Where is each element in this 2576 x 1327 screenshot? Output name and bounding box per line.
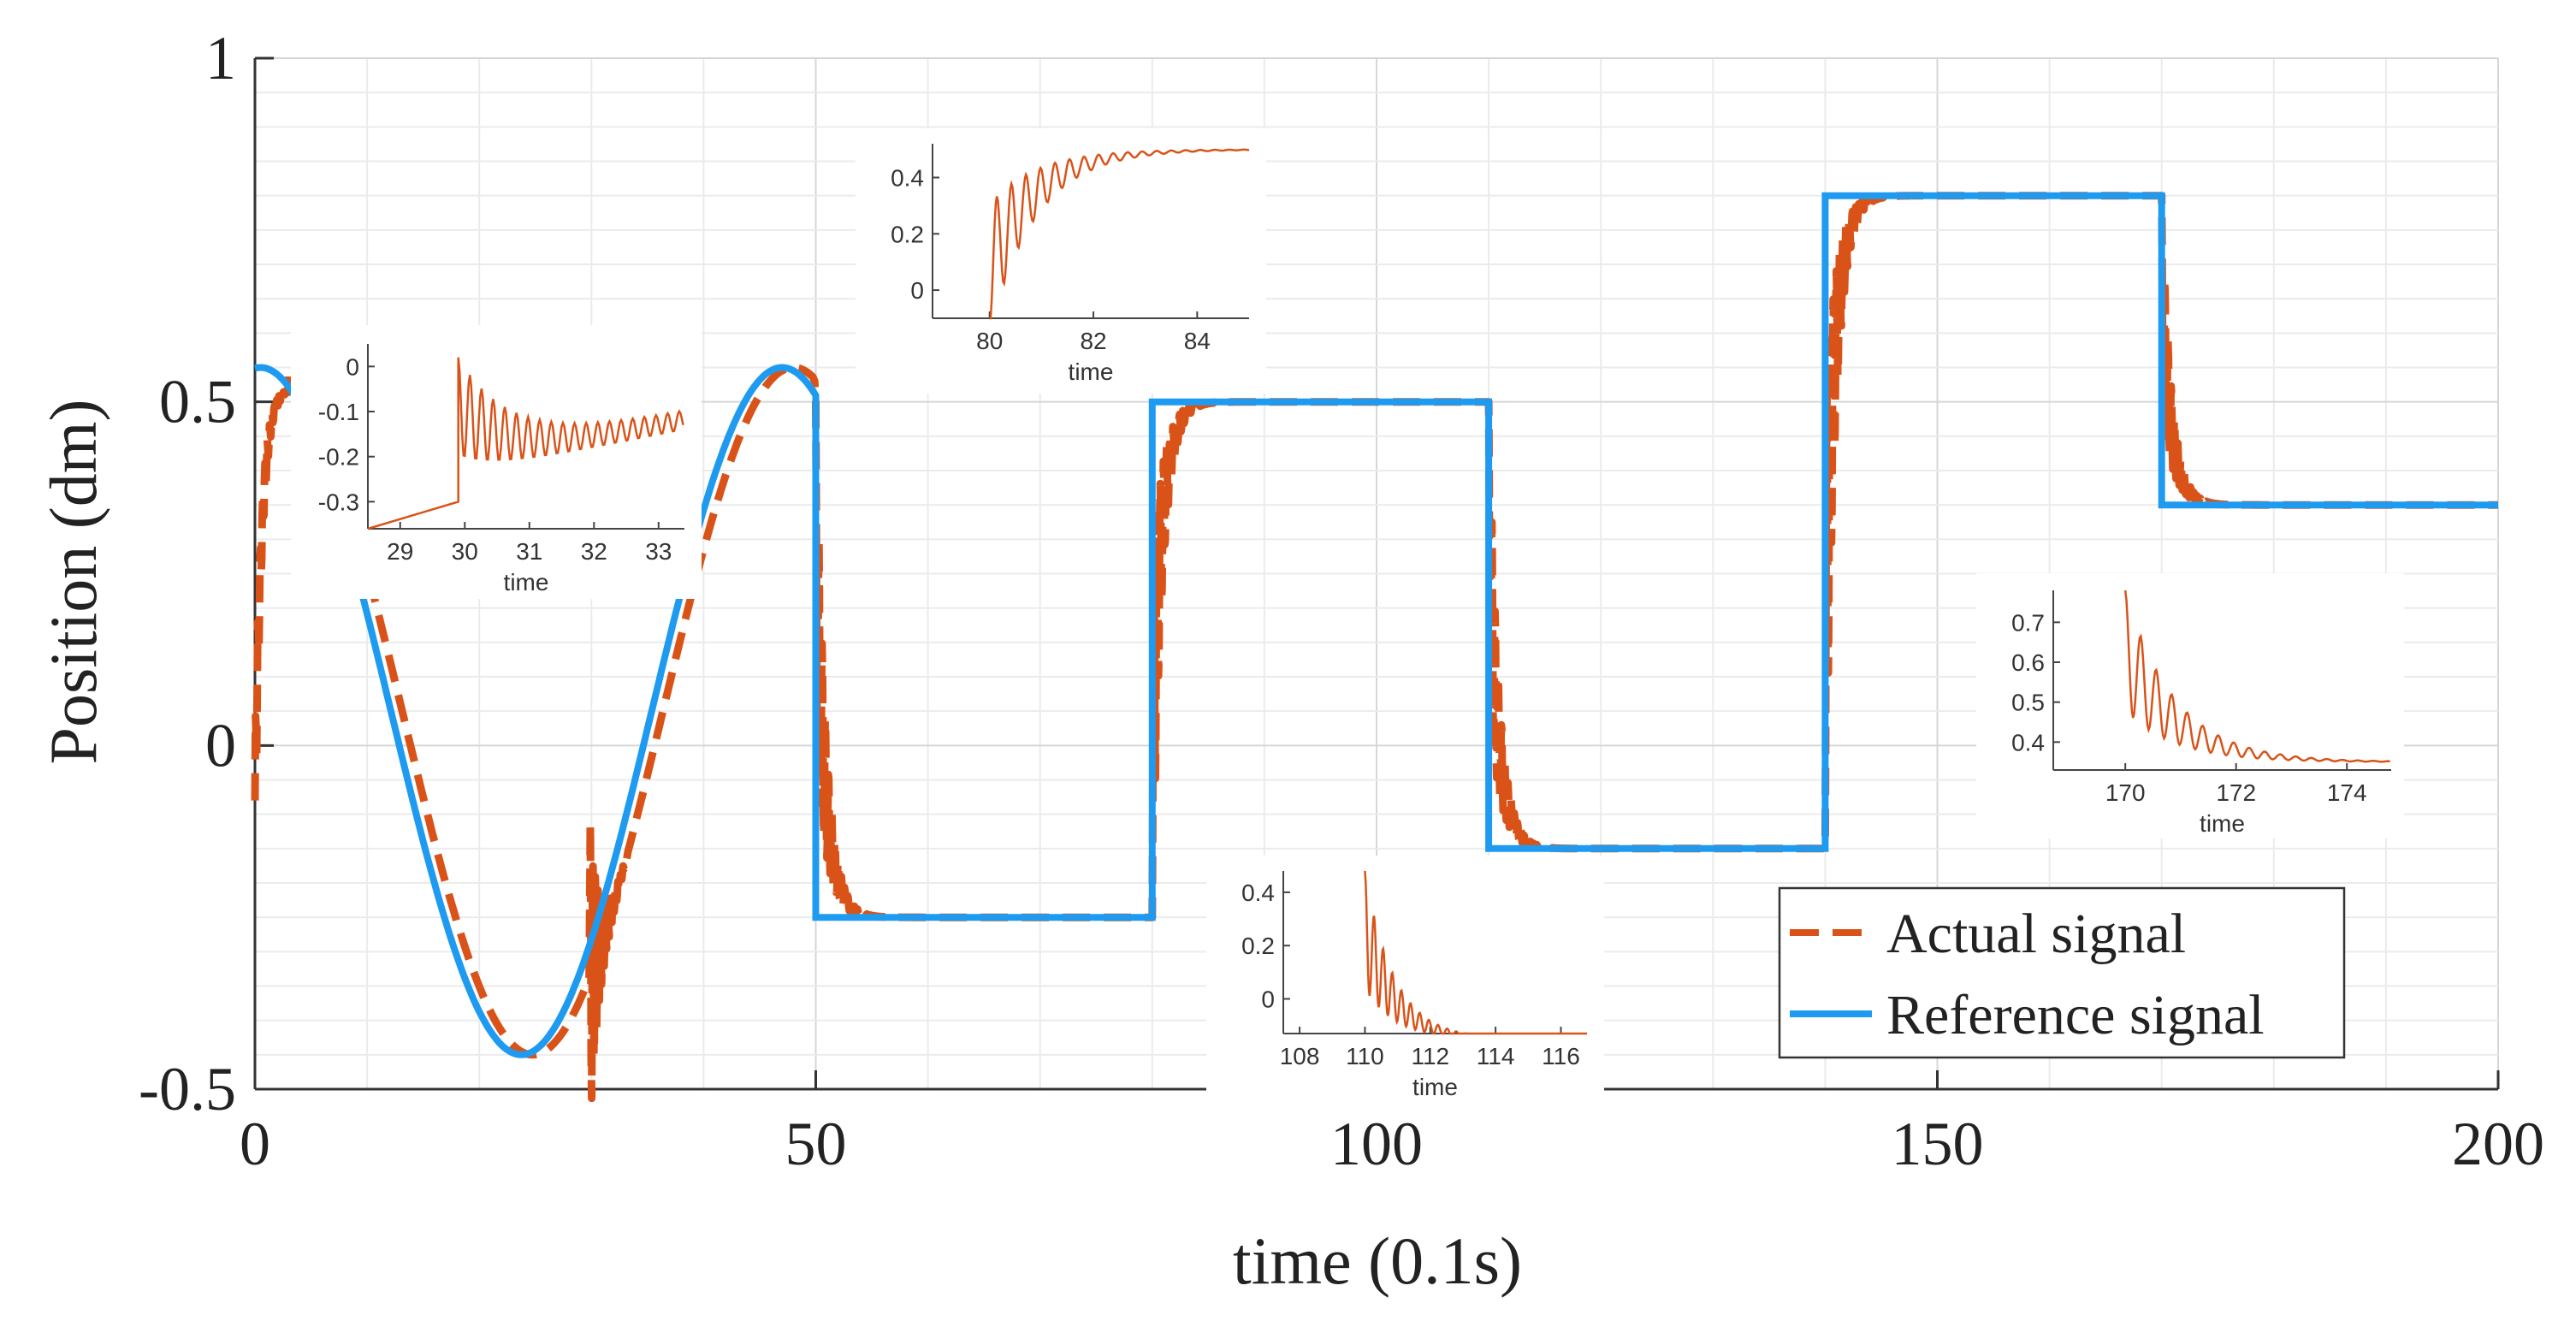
inset-x-label: time — [1412, 1074, 1458, 1100]
inset-x-tick-label: 174 — [2327, 779, 2367, 806]
inset-x-tick-label: 108 — [1280, 1043, 1320, 1069]
inset-curve — [989, 148, 1250, 320]
inset-y-tick-label: 0 — [1261, 986, 1275, 1013]
inset-y-tick-label: 0.4 — [1241, 880, 1275, 906]
inset-background — [856, 128, 1266, 394]
y-tick-label: -0.5 — [139, 1055, 236, 1123]
inset-curve — [367, 357, 684, 530]
y-tick-label: 0 — [205, 711, 236, 779]
inset-x-tick-label: 84 — [1184, 328, 1211, 354]
inset-x-tick-label: 33 — [645, 538, 672, 565]
inset-plot: 108 110 112 114 116 0 0.2 0.4 time — [1206, 856, 1604, 1104]
inset-plot: 80 82 84 0 0.2 0.4 time — [856, 128, 1266, 394]
inset-y-tick-label: 0 — [910, 277, 924, 304]
x-tick-label: 150 — [1892, 1110, 1984, 1178]
axes: 0 50 100 150 200-0.500.51 — [139, 24, 2544, 1178]
inset-x-tick-label: 116 — [1542, 1043, 1580, 1069]
inset-x-tick-label: 170 — [2105, 779, 2146, 806]
inset-y-tick-label: -0.2 — [318, 444, 359, 471]
y-axis-label: Position (dm) — [36, 400, 110, 765]
inset-x-tick-label: 114 — [1477, 1043, 1515, 1069]
inset-x-tick-label: 172 — [2216, 779, 2256, 806]
inset-curve — [2123, 589, 2390, 763]
inset-y-tick-label: 0.5 — [2011, 690, 2045, 716]
inset-y-tick-label: -0.1 — [318, 399, 359, 425]
x-axis-label: time (0.1s) — [1233, 1223, 1522, 1298]
legend-actual-label: Actual signal — [1886, 903, 2186, 965]
inset-y-tick-label: 0.7 — [2011, 609, 2045, 636]
inset-x-tick-label: 110 — [1346, 1043, 1384, 1069]
inset-x-tick-label: 29 — [387, 538, 413, 565]
legend-reference-label: Reference signal — [1886, 984, 2265, 1046]
inset-x-tick-label: 32 — [581, 538, 607, 565]
inset-x-label: time — [2200, 810, 2245, 837]
inset-background — [291, 325, 702, 599]
x-tick-label: 50 — [785, 1110, 847, 1178]
inset-x-tick-label: 80 — [976, 328, 1003, 354]
inset-y-tick-label: 0.2 — [1241, 933, 1275, 959]
actual-signal-line — [251, 192, 2502, 1103]
inset-y-tick-label: 0.6 — [2011, 649, 2045, 676]
inset-x-tick-label: 30 — [452, 538, 478, 565]
inset-y-tick-label: 0.2 — [891, 221, 924, 247]
inset-background — [1206, 856, 1604, 1104]
x-tick-label: 200 — [2452, 1110, 2544, 1178]
inset-y-tick-label: -0.3 — [318, 489, 359, 515]
inset-y-tick-label: 0.4 — [2011, 729, 2045, 755]
x-tick-label: 100 — [1330, 1110, 1423, 1178]
inset-plot: 170 172 174 0.4 0.5 0.6 0.7 time — [1976, 573, 2404, 838]
inset-background — [1976, 573, 2404, 838]
inset-x-tick-label: 31 — [516, 538, 542, 565]
inset-x-label: time — [1069, 358, 1114, 385]
inset-plot: 29 30 31 32 33 0 -0.1 -0.2 -0.3 time — [291, 325, 702, 599]
inset-y-tick-label: 0.4 — [891, 164, 924, 191]
y-tick-label: 1 — [205, 24, 236, 92]
insets: 29 30 31 32 33 0 -0.1 -0.2 -0.3 time 80 82 84 0 0.2 0.4… — [291, 128, 2404, 1104]
inset-x-tick-label: 82 — [1080, 328, 1106, 354]
inset-y-tick-label: 0 — [346, 353, 359, 380]
y-tick-label: 0.5 — [159, 368, 236, 436]
legend-box — [1778, 886, 2346, 1059]
inset-x-tick-label: 112 — [1411, 1043, 1449, 1069]
inset-curve — [1364, 870, 1587, 1035]
x-tick-label: 0 — [240, 1110, 270, 1178]
legend: Actual signal Reference signal — [1778, 886, 2346, 1059]
inset-x-label: time — [504, 569, 549, 595]
